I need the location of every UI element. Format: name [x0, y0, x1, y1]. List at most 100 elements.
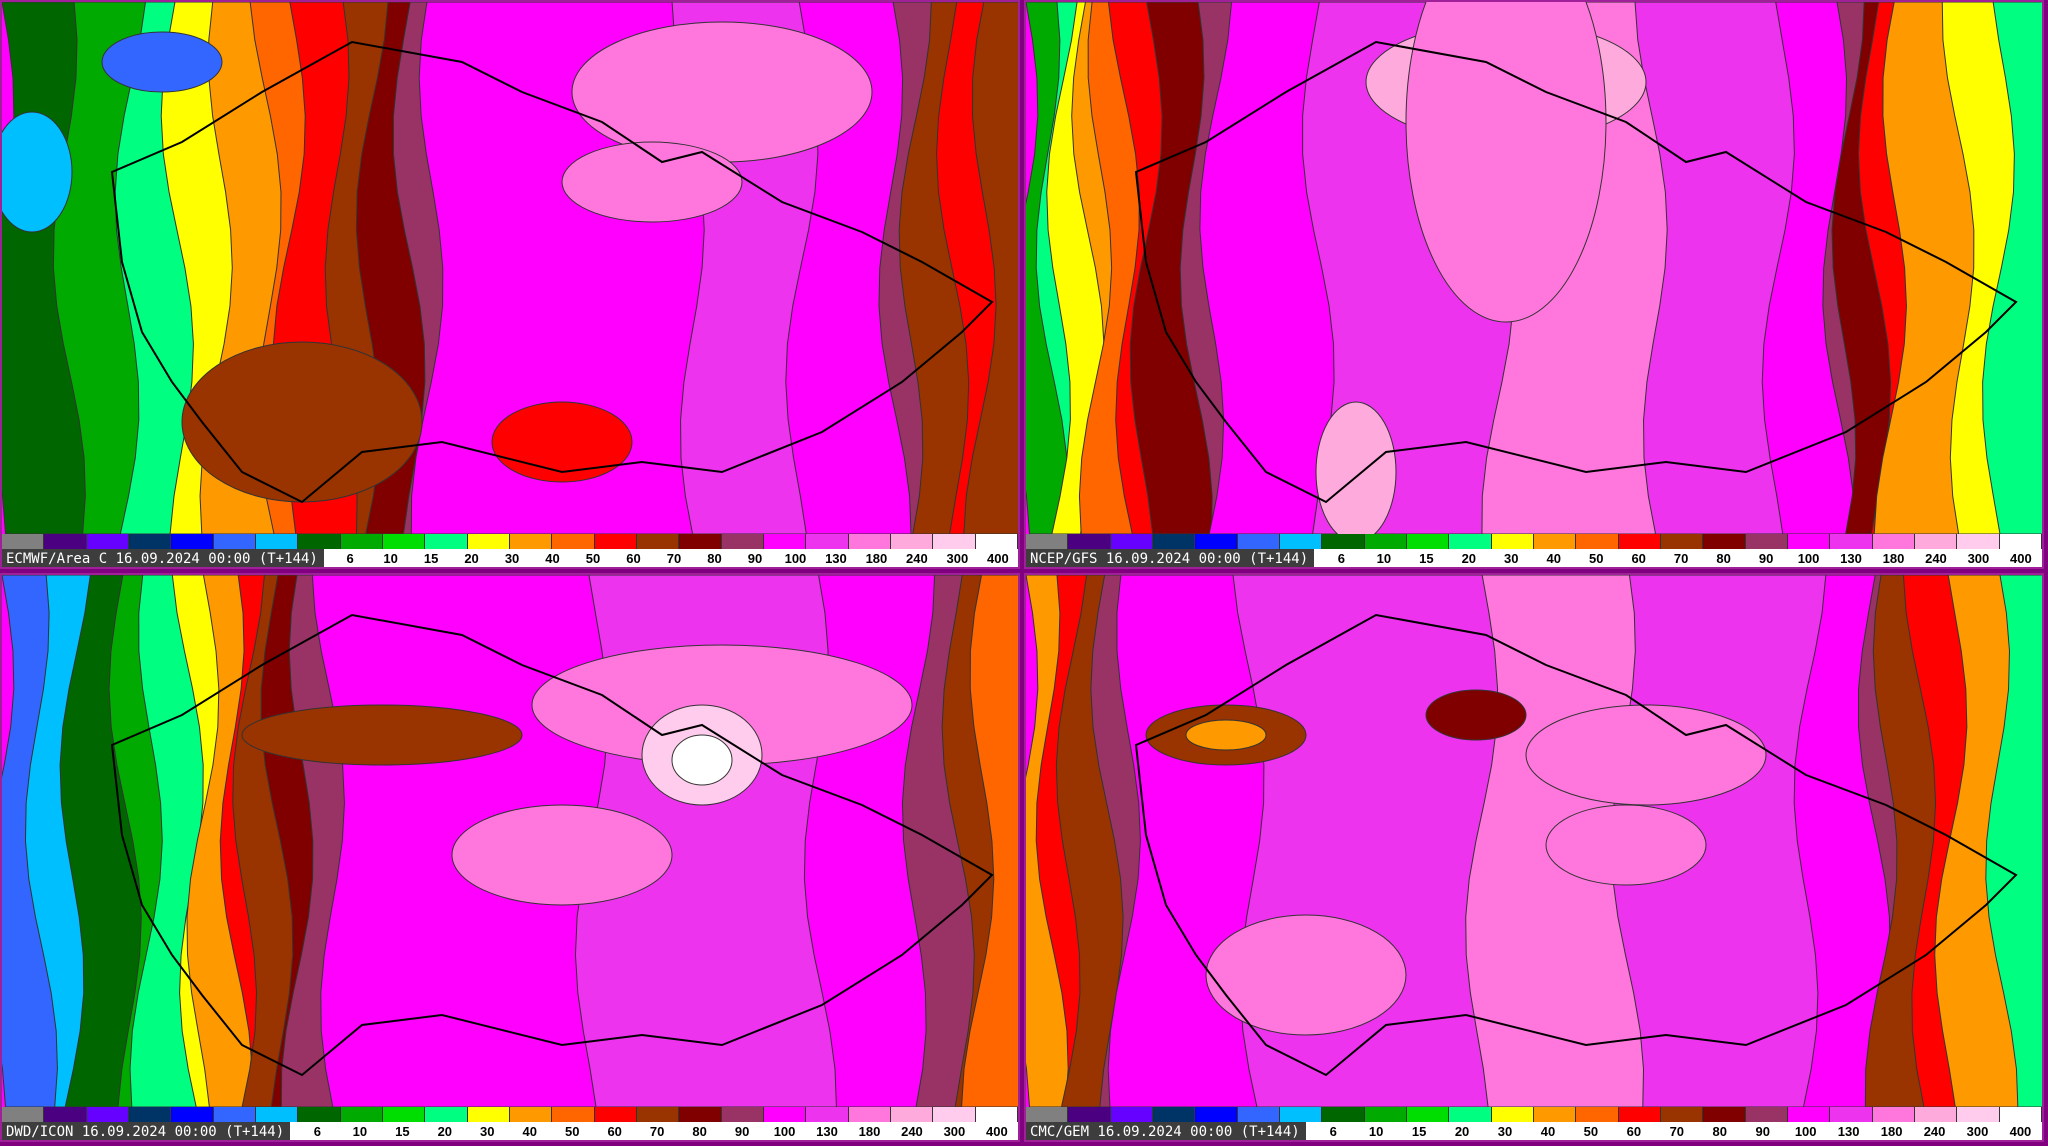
legend-swatch — [1533, 534, 1577, 549]
legend-label: 400 — [2010, 551, 2032, 566]
legend-label: 20 — [437, 1124, 453, 1139]
legend-swatch — [721, 1107, 764, 1122]
legend-swatch — [1449, 1107, 1492, 1122]
legend-swatch — [44, 1107, 87, 1122]
panel-title: DWD/ICON 16.09.2024 00:00 (T+144) — [2, 1122, 291, 1140]
legend-label: 20 — [1454, 1124, 1470, 1139]
legend-label: 40 — [522, 1124, 537, 1139]
legend-label: 300 — [1966, 1124, 1989, 1139]
legend-label: 100 — [784, 551, 807, 566]
legend-label: 70 — [1669, 1124, 1685, 1139]
legend-swatch — [1745, 1107, 1788, 1122]
legend-swatch — [933, 1107, 976, 1122]
legend-swatch — [552, 534, 595, 549]
legend-label: 15 — [1411, 1124, 1427, 1139]
legend-swatch — [975, 1107, 1018, 1122]
legend-swatch — [848, 1107, 891, 1122]
contour-blob — [101, 31, 223, 93]
legend-swatch — [848, 534, 891, 549]
legend-swatch — [1110, 1107, 1153, 1122]
legend-swatch — [1322, 1107, 1365, 1122]
contour-blob — [561, 141, 743, 223]
legend-swatch — [86, 534, 129, 549]
legend-swatch — [1364, 1107, 1407, 1122]
legend-label: 70 — [666, 551, 682, 566]
legend-label: 40 — [1540, 1124, 1556, 1139]
legend-swatch — [594, 534, 637, 549]
legend-swatch — [1618, 534, 1661, 549]
legend-label: 6 — [346, 551, 354, 566]
legend-swatch — [1660, 534, 1704, 549]
legend-label: 300 — [1967, 551, 1990, 566]
legend-label: 50 — [1583, 1124, 1599, 1139]
legend-swatch — [679, 1107, 722, 1122]
legend-swatch — [2, 534, 45, 549]
legend-swatch — [382, 534, 426, 549]
contour-blob — [571, 21, 873, 163]
legend-label: 10 — [352, 1124, 368, 1139]
color-legend: DWD/ICON 16.09.2024 00:00 (T+144) 6 10 15 2… — [2, 1107, 1018, 1140]
legend-label: 15 — [423, 551, 439, 566]
legend-label: 180 — [1882, 551, 1905, 566]
legend-swatch — [340, 534, 383, 549]
legend-swatch — [1618, 1107, 1661, 1122]
legend-label: 90 — [1758, 551, 1774, 566]
legend-swatch — [1914, 534, 1958, 549]
contour-blob — [1315, 401, 1397, 534]
legend-swatch — [1026, 534, 1069, 549]
contour-blob — [491, 401, 633, 483]
legend-label: 80 — [1716, 551, 1731, 566]
legend-label: 90 — [1755, 1124, 1770, 1139]
legend-label: 90 — [747, 551, 763, 566]
legend-swatch — [1406, 534, 1450, 549]
legend-swatch — [1491, 534, 1534, 549]
legend-swatch — [1152, 1107, 1196, 1122]
country-border — [110, 40, 994, 504]
legend-swatch — [890, 534, 934, 549]
legend-label: 10 — [383, 551, 398, 566]
legend-swatch — [1026, 1107, 1069, 1122]
contour-blob — [2, 111, 73, 233]
legend-swatch — [467, 534, 510, 549]
legend-swatch — [1576, 534, 1619, 549]
legend-swatch — [1533, 1107, 1577, 1122]
legend-swatch — [636, 1107, 680, 1122]
legend-label: 240 — [1923, 1124, 1946, 1139]
legend-swatch — [763, 534, 807, 549]
legend-swatch — [298, 1107, 341, 1122]
legend-label: 6 — [1329, 1124, 1337, 1139]
legend-swatch — [2, 1107, 45, 1122]
legend-swatch — [890, 1107, 934, 1122]
legend-label: 80 — [1712, 1124, 1727, 1139]
legend-label: 40 — [545, 551, 560, 566]
legend-label: 70 — [649, 1124, 665, 1139]
model-panel-icon: DWD/ICON 16.09.2024 00:00 (T+144) 6 10 15 2… — [0, 573, 1020, 1142]
legend-label: 90 — [734, 1124, 750, 1139]
legend-swatch — [1322, 534, 1365, 549]
legend-label: 50 — [585, 551, 601, 566]
legend-swatch — [806, 534, 849, 549]
legend-label: 6 — [1337, 551, 1345, 566]
contour-band — [1985, 575, 2042, 1107]
legend-swatch — [1068, 534, 1111, 549]
legend-swatch — [1576, 1107, 1619, 1122]
legend-swatch — [1830, 534, 1873, 549]
model-panel-ecmwf: ECMWF/Area C 16.09.2024 00:00 (T+144) 6 1… — [0, 0, 1020, 569]
precipitation-map — [1026, 575, 2042, 1107]
legend-label: 130 — [816, 1124, 838, 1139]
contour-blob — [1185, 719, 1267, 751]
legend-swatch — [1957, 1107, 2000, 1122]
legend-swatch — [1660, 1107, 1704, 1122]
legend-swatch — [763, 1107, 807, 1122]
legend-label: 400 — [987, 551, 1009, 566]
legend-swatch — [425, 534, 468, 549]
legend-label: 400 — [2009, 1124, 2032, 1139]
legend-label: 240 — [901, 1124, 923, 1139]
contour-blob — [1205, 914, 1407, 1036]
legend-label: 240 — [906, 551, 928, 566]
legend-swatch — [721, 534, 764, 549]
legend-swatch — [1195, 534, 1238, 549]
legend-label: 40 — [1546, 551, 1561, 566]
legend-swatch — [1957, 534, 2000, 549]
precipitation-map — [1026, 2, 2042, 534]
